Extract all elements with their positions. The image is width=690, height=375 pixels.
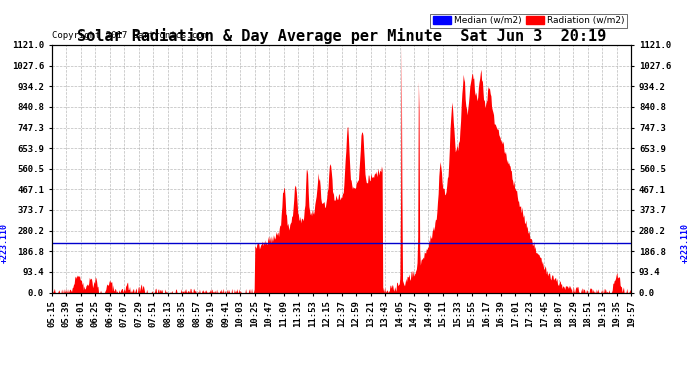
Text: +223.110: +223.110 bbox=[680, 223, 689, 263]
Text: Copyright 2017 Cartronics.com: Copyright 2017 Cartronics.com bbox=[52, 31, 208, 40]
Text: +223.110: +223.110 bbox=[0, 223, 8, 263]
Legend: Median (w/m2), Radiation (w/m2): Median (w/m2), Radiation (w/m2) bbox=[431, 13, 627, 28]
Title: Solar Radiation & Day Average per Minute  Sat Jun 3  20:19: Solar Radiation & Day Average per Minute… bbox=[77, 28, 607, 44]
